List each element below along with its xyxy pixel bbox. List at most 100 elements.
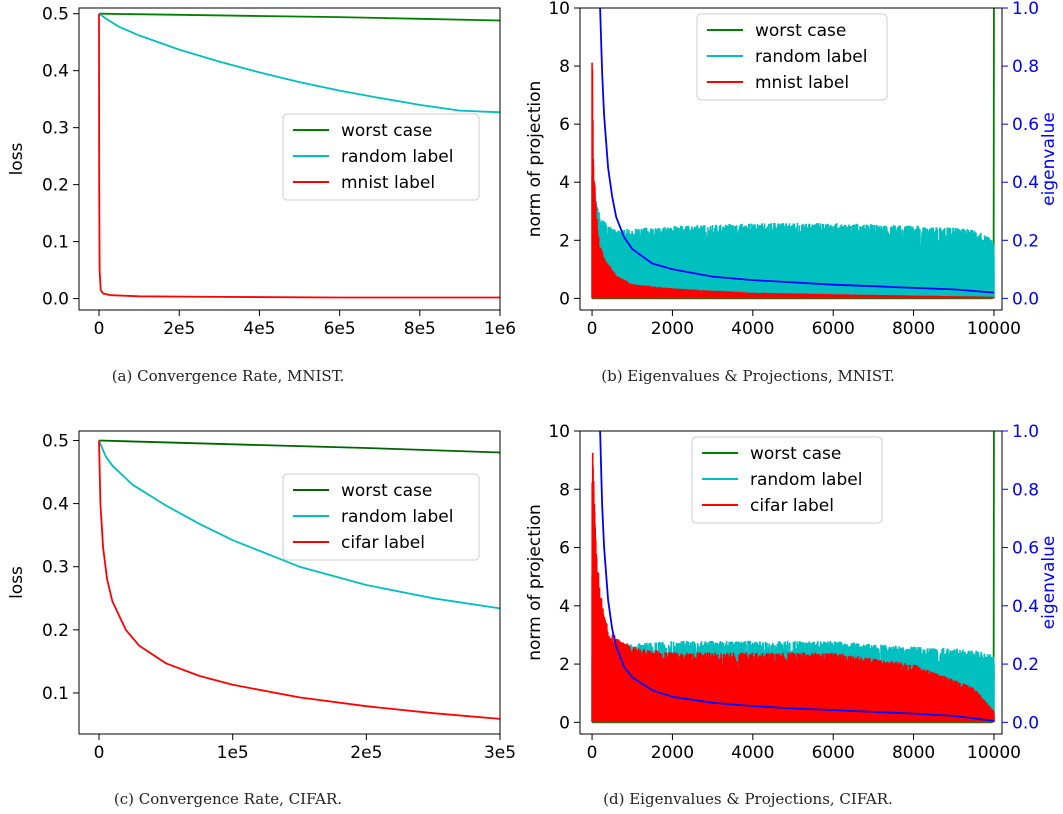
x-tick-label: 2000 [651, 319, 694, 339]
x-tick-label: 2e5 [350, 743, 382, 763]
series-random-label [591, 176, 995, 299]
y-tick-label: 4 [559, 597, 570, 617]
legend-box [696, 13, 888, 101]
y-right-tick-label: 1.0 [1012, 422, 1039, 442]
caption-c: (c) Convergence Rate, CIFAR. [114, 790, 342, 808]
y-tick-label: 2 [559, 655, 570, 675]
axes-frame [78, 430, 501, 735]
legend: worst case random label cifar label [691, 436, 883, 524]
legend-label: worst case [341, 121, 432, 141]
y-tick-label: 0.2 [42, 176, 69, 196]
legend-label: worst case [755, 21, 846, 41]
plot-area [591, 431, 995, 724]
legend-label: random label [750, 470, 862, 490]
x-tick-label: 4000 [731, 743, 774, 763]
series-random-label [98, 12, 500, 114]
y-tick-label: 6 [559, 115, 570, 135]
x-tick-label: 8000 [892, 319, 935, 339]
x-tick-label: 8000 [892, 743, 935, 763]
series-worst-case [98, 12, 500, 22]
legend-label: random label [341, 507, 453, 527]
series-mnist-label [591, 62, 995, 299]
plot-area [98, 439, 500, 720]
x-tick-label: 4e5 [243, 319, 275, 339]
legend-label: mnist label [341, 173, 435, 193]
y-tick-label: 0.1 [42, 233, 69, 253]
y-axis-label: loss [7, 566, 27, 599]
x-tick-label: 10000 [967, 743, 1021, 763]
x-tick-label: 1e5 [217, 743, 249, 763]
legend-box [282, 473, 480, 561]
x-tick-label: 1e6 [484, 319, 516, 339]
caption-b: (b) Eigenvalues & Projections, MNIST. [601, 367, 895, 385]
x-tick-label: 10000 [967, 319, 1021, 339]
legend-label: mnist label [755, 73, 849, 93]
legend-label: random label [755, 47, 867, 67]
axes-frame [579, 430, 1003, 735]
y-right-tick-label: 0.6 [1012, 539, 1039, 559]
panel-b-eigen-projection-mnist: 0 2000 4000 6000 8000 10000 0 2 4 6 8 10 norm of pro… [525, 0, 1059, 339]
y-right-tick-label: 0.8 [1012, 57, 1039, 77]
plot-area [98, 12, 500, 299]
y-right-tick-label: 0.4 [1012, 173, 1039, 193]
caption-a: (a) Convergence Rate, MNIST. [112, 367, 345, 385]
legend: worst case random label mnist label [696, 13, 888, 101]
x-tick-label: 3e5 [484, 743, 516, 763]
panel-a-convergence-mnist: 0 2e5 4e5 6e5 8e5 1e6 0.0 0.1 0.2 0.3 0.4 0.5 loss wo… [7, 5, 516, 339]
x-tick-label: 0 [587, 319, 598, 339]
y-tick-label: 0 [559, 713, 570, 733]
series-mnist-label [98, 13, 500, 299]
y-tick-label: 10 [548, 0, 570, 19]
series-cifar-label [98, 440, 500, 720]
y-tick-label: 2 [559, 231, 570, 251]
x-tick-label: 6000 [812, 743, 855, 763]
y-tick-label: 0.5 [42, 431, 69, 451]
y-right-axis-label: eigenvalue [1039, 536, 1059, 630]
series-eigenvalue [599, 431, 995, 722]
series-worst-case [98, 439, 500, 454]
y-axis-label: norm of projection [525, 81, 545, 238]
x-tick-label: 0 [587, 743, 598, 763]
y-right-tick-label: 1.0 [1012, 0, 1039, 19]
plot-area [591, 8, 995, 300]
legend-box [691, 436, 883, 524]
x-tick-label: 6000 [812, 319, 855, 339]
x-tick-label: 6e5 [324, 319, 356, 339]
legend-label: random label [341, 147, 453, 167]
y-tick-label: 0.4 [42, 62, 69, 82]
y-tick-label: 0.5 [42, 5, 69, 25]
legend-box [282, 113, 480, 201]
legend-label: worst case [341, 481, 432, 501]
x-tick-label: 0 [94, 743, 105, 763]
y-right-tick-label: 0.2 [1012, 655, 1039, 675]
y-right-tick-label: 0.4 [1012, 597, 1039, 617]
series-cifar-label [591, 452, 995, 723]
legend-label: cifar label [750, 496, 834, 516]
y-tick-label: 6 [559, 539, 570, 559]
y-right-tick-label: 0.6 [1012, 115, 1039, 135]
y-tick-label: 0.2 [42, 621, 69, 641]
y-tick-label: 0 [559, 289, 570, 309]
axes-frame [78, 7, 501, 311]
x-tick-label: 4000 [731, 319, 774, 339]
y-tick-label: 8 [559, 480, 570, 500]
series-eigenvalue [599, 8, 995, 294]
x-tick-label: 0 [94, 319, 105, 339]
series-random-label [98, 440, 500, 610]
x-tick-label: 2e5 [163, 319, 195, 339]
y-tick-label: 10 [548, 422, 570, 442]
x-tick-label: 2000 [651, 743, 694, 763]
y-right-axis-label: eigenvalue [1039, 112, 1059, 206]
y-tick-label: 0.3 [42, 119, 69, 139]
panel-c-convergence-cifar: 0 1e5 2e5 3e5 0.1 0.2 0.3 0.4 0.5 loss worst case r… [7, 430, 516, 763]
legend: worst case random label mnist label [282, 113, 480, 201]
y-tick-label: 0.0 [42, 290, 69, 310]
y-tick-label: 0.1 [42, 684, 69, 704]
y-axis-label: loss [7, 142, 27, 175]
y-right-tick-label: 0.0 [1012, 713, 1039, 733]
y-tick-label: 0.4 [42, 495, 69, 515]
y-right-tick-label: 0.0 [1012, 289, 1039, 309]
legend-label: worst case [750, 444, 841, 464]
axes-frame [579, 7, 1003, 311]
